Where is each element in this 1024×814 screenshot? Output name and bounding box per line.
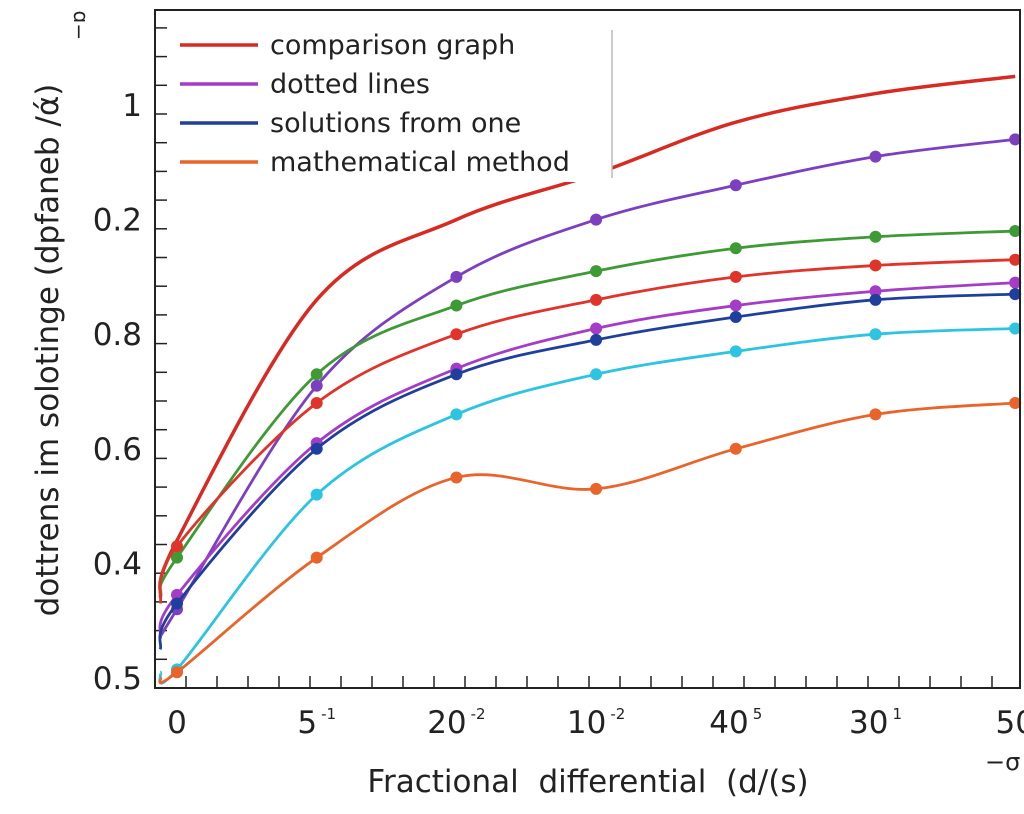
data-point (171, 540, 183, 553)
data-point (729, 442, 742, 455)
data-point (450, 368, 463, 381)
data-point (729, 242, 742, 255)
x-tick-label: 20 -2 (427, 705, 485, 741)
series-line-2 (158, 229, 1016, 596)
y-tick-label: 0.6 (93, 432, 142, 468)
plot-frame (154, 9, 1021, 689)
data-point (729, 270, 742, 283)
data-point (590, 213, 603, 226)
data-point (729, 345, 742, 358)
data-point (869, 230, 882, 243)
series-line-3 (158, 258, 1016, 604)
legend: comparison graph dotted lines solutions fr… (170, 26, 613, 182)
data-point (590, 482, 603, 495)
x-tick-labels: 0 5-1 20-2 10-2 405 301 50 (167, 705, 1024, 741)
data-point (1009, 253, 1022, 266)
data-point (450, 270, 463, 283)
y-tick-label: 1 (122, 88, 142, 124)
legend-label: solutions from one (270, 108, 521, 139)
data-point (590, 293, 603, 306)
data-point (310, 396, 323, 409)
data-point (729, 179, 742, 192)
x-tick-label: 10 -2 (567, 705, 625, 741)
data-point (590, 322, 603, 335)
data-point (171, 666, 183, 679)
series-group (158, 74, 1022, 685)
y-offset-text: −ɒ (66, 11, 90, 40)
data-point (1009, 225, 1022, 238)
series-line-6 (158, 327, 1016, 685)
series-line-5 (158, 292, 1016, 650)
legend-box (170, 26, 612, 182)
data-point (590, 333, 603, 346)
data-point (729, 311, 742, 324)
x-tick-label: 50 (995, 705, 1024, 741)
data-point (869, 259, 882, 272)
series-line-4 (158, 281, 1016, 639)
legend-label: comparison graph (270, 30, 515, 61)
data-point (1009, 288, 1022, 301)
data-point (450, 471, 463, 484)
data-point (590, 368, 603, 381)
x-tick-label: 5 -1 (297, 705, 336, 741)
series-line-7 (158, 401, 1016, 685)
data-point (1009, 396, 1022, 409)
x-offset-text: −σ (985, 748, 1020, 776)
y-tick-label: 0.2 (93, 203, 142, 239)
data-point (729, 299, 742, 312)
y-tick-label: 0.5 (93, 661, 142, 697)
data-point (869, 328, 882, 341)
y-tick-labels: 0.5 0.4 0.6 0.8 0.2 1 (93, 88, 142, 697)
data-point (1009, 133, 1022, 146)
data-point (450, 328, 463, 341)
data-point (1009, 322, 1022, 335)
legend-label: mathematical method (270, 147, 570, 178)
legend-label: dotted lines (270, 69, 430, 100)
data-point (869, 408, 882, 421)
data-point (310, 368, 323, 381)
series-line-1 (158, 137, 1016, 640)
data-point (1009, 276, 1022, 289)
data-point (310, 379, 323, 392)
data-point (171, 597, 183, 610)
y-tick-label: 0.4 (93, 546, 142, 582)
axis-ticks (154, 27, 993, 689)
data-point (590, 265, 603, 278)
x-axis-label: Fractional differential (d/(s) (367, 764, 808, 800)
data-point (869, 293, 882, 306)
y-axis-label: dottrens im solotinge (dpfaneb /ά) (30, 84, 66, 617)
data-point (869, 285, 882, 298)
data-point (171, 551, 183, 564)
data-point (450, 408, 463, 421)
data-point (869, 150, 882, 163)
x-tick-label: 30 1 (849, 705, 902, 741)
data-point (310, 488, 323, 501)
series-line-0 (158, 74, 1016, 599)
data-point (450, 299, 463, 312)
x-tick-label: 0 (167, 705, 187, 741)
y-tick-label: 0.8 (93, 317, 142, 353)
data-point (310, 442, 323, 455)
x-tick-label: 40 5 (709, 705, 762, 741)
data-point (310, 551, 323, 564)
